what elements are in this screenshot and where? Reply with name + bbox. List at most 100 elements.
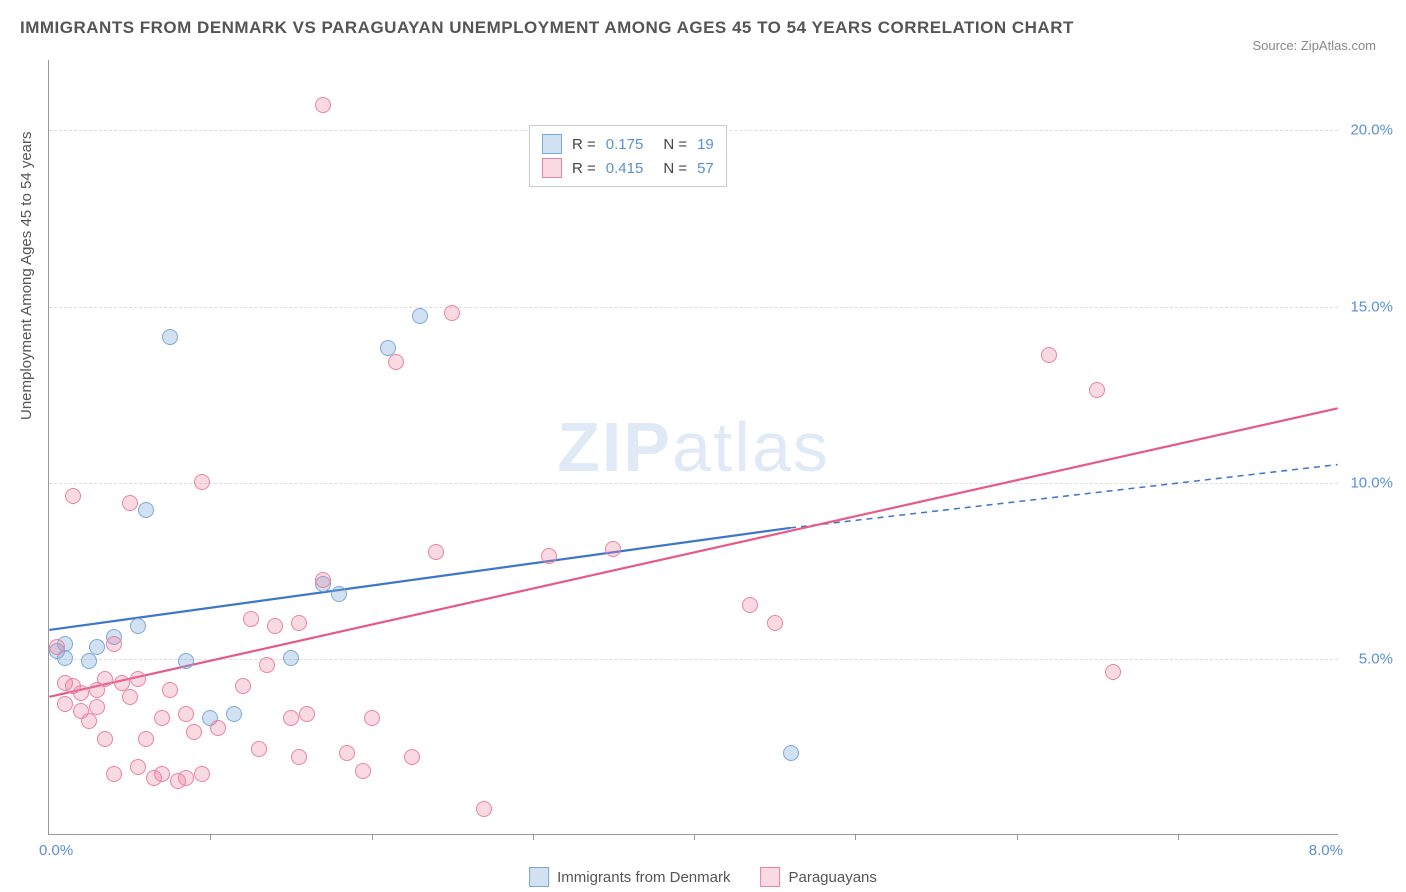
y-tick-label: 5.0% (1359, 650, 1393, 667)
scatter-point-paraguay (106, 766, 122, 782)
scatter-point-paraguay (130, 759, 146, 775)
scatter-point-paraguay (283, 710, 299, 726)
scatter-point-paraguay (259, 657, 275, 673)
scatter-point-denmark (81, 653, 97, 669)
watermark: ZIPatlas (557, 407, 830, 487)
scatter-point-paraguay (742, 597, 758, 613)
x-tick (210, 834, 211, 840)
scatter-point-paraguay (315, 97, 331, 113)
n-value-denmark: 19 (697, 136, 714, 153)
x-tick (372, 834, 373, 840)
y-axis-label: Unemployment Among Ages 45 to 54 years (18, 131, 35, 420)
x-origin-label: 0.0% (39, 842, 73, 859)
scatter-point-paraguay (364, 710, 380, 726)
scatter-point-paraguay (444, 305, 460, 321)
scatter-point-paraguay (243, 611, 259, 627)
legend-row-paraguay: R = 0.415 N = 57 (542, 156, 714, 180)
scatter-point-paraguay (541, 548, 557, 564)
scatter-point-paraguay (251, 741, 267, 757)
scatter-point-denmark (162, 329, 178, 345)
scatter-point-paraguay (355, 763, 371, 779)
chart-title: IMMIGRANTS FROM DENMARK VS PARAGUAYAN UN… (20, 18, 1074, 38)
n-value-paraguay: 57 (697, 160, 714, 177)
scatter-point-paraguay (291, 615, 307, 631)
trend-line (49, 528, 790, 630)
scatter-point-denmark (178, 653, 194, 669)
scatter-point-paraguay (210, 720, 226, 736)
scatter-point-paraguay (1089, 382, 1105, 398)
legend-series: Immigrants from Denmark Paraguayans (529, 867, 877, 887)
scatter-point-paraguay (162, 682, 178, 698)
scatter-point-paraguay (49, 639, 65, 655)
n-label: N = (663, 160, 687, 177)
x-tick (694, 834, 695, 840)
scatter-point-paraguay (267, 618, 283, 634)
scatter-point-paraguay (178, 770, 194, 786)
scatter-point-paraguay (73, 685, 89, 701)
r-label: R = (572, 136, 596, 153)
scatter-point-paraguay (154, 710, 170, 726)
scatter-point-paraguay (194, 474, 210, 490)
trend-line (49, 408, 1337, 696)
scatter-point-denmark (283, 650, 299, 666)
scatter-point-denmark (226, 706, 242, 722)
scatter-point-paraguay (404, 749, 420, 765)
scatter-point-denmark (138, 502, 154, 518)
series-label-denmark: Immigrants from Denmark (557, 869, 730, 886)
swatch-denmark (542, 134, 562, 154)
x-tick (1178, 834, 1179, 840)
x-tick (855, 834, 856, 840)
scatter-point-paraguay (57, 696, 73, 712)
scatter-point-paraguay (428, 544, 444, 560)
legend-row-denmark: R = 0.175 N = 19 (542, 132, 714, 156)
r-value-paraguay: 0.415 (606, 160, 644, 177)
legend-correlation: R = 0.175 N = 19 R = 0.415 N = 57 (529, 125, 727, 187)
chart-container: IMMIGRANTS FROM DENMARK VS PARAGUAYAN UN… (0, 0, 1406, 892)
scatter-point-paraguay (291, 749, 307, 765)
scatter-point-paraguay (106, 636, 122, 652)
scatter-point-denmark (412, 308, 428, 324)
scatter-point-paraguay (476, 801, 492, 817)
scatter-point-paraguay (1041, 347, 1057, 363)
scatter-point-paraguay (154, 766, 170, 782)
swatch-paraguay (760, 867, 780, 887)
series-label-paraguay: Paraguayans (788, 869, 876, 886)
legend-item-paraguay: Paraguayans (760, 867, 876, 887)
scatter-point-paraguay (130, 671, 146, 687)
scatter-point-paraguay (97, 731, 113, 747)
scatter-point-paraguay (605, 541, 621, 557)
scatter-point-paraguay (315, 572, 331, 588)
swatch-paraguay (542, 158, 562, 178)
scatter-point-paraguay (178, 706, 194, 722)
legend-item-denmark: Immigrants from Denmark (529, 867, 730, 887)
scatter-point-paraguay (186, 724, 202, 740)
y-tick-label: 20.0% (1350, 122, 1393, 139)
scatter-point-paraguay (339, 745, 355, 761)
scatter-point-paraguay (767, 615, 783, 631)
scatter-point-paraguay (122, 495, 138, 511)
scatter-point-paraguay (1105, 664, 1121, 680)
gridline-h (49, 307, 1338, 308)
gridline-h (49, 483, 1338, 484)
scatter-point-paraguay (65, 488, 81, 504)
scatter-point-paraguay (89, 699, 105, 715)
scatter-point-denmark (89, 639, 105, 655)
scatter-point-paraguay (81, 713, 97, 729)
x-tick (1017, 834, 1018, 840)
r-value-denmark: 0.175 (606, 136, 644, 153)
trend-line (790, 465, 1338, 528)
scatter-point-paraguay (138, 731, 154, 747)
scatter-point-paraguay (299, 706, 315, 722)
plot-area: ZIPatlas 5.0%10.0%15.0%20.0% 0.0% 8.0% R… (48, 60, 1338, 835)
source-label: Source: ZipAtlas.com (1252, 38, 1376, 53)
r-label: R = (572, 160, 596, 177)
y-tick-label: 15.0% (1350, 298, 1393, 315)
gridline-h (49, 659, 1338, 660)
scatter-point-paraguay (235, 678, 251, 694)
scatter-point-denmark (130, 618, 146, 634)
x-tick (533, 834, 534, 840)
scatter-point-denmark (331, 586, 347, 602)
n-label: N = (663, 136, 687, 153)
scatter-point-paraguay (97, 671, 113, 687)
swatch-denmark (529, 867, 549, 887)
